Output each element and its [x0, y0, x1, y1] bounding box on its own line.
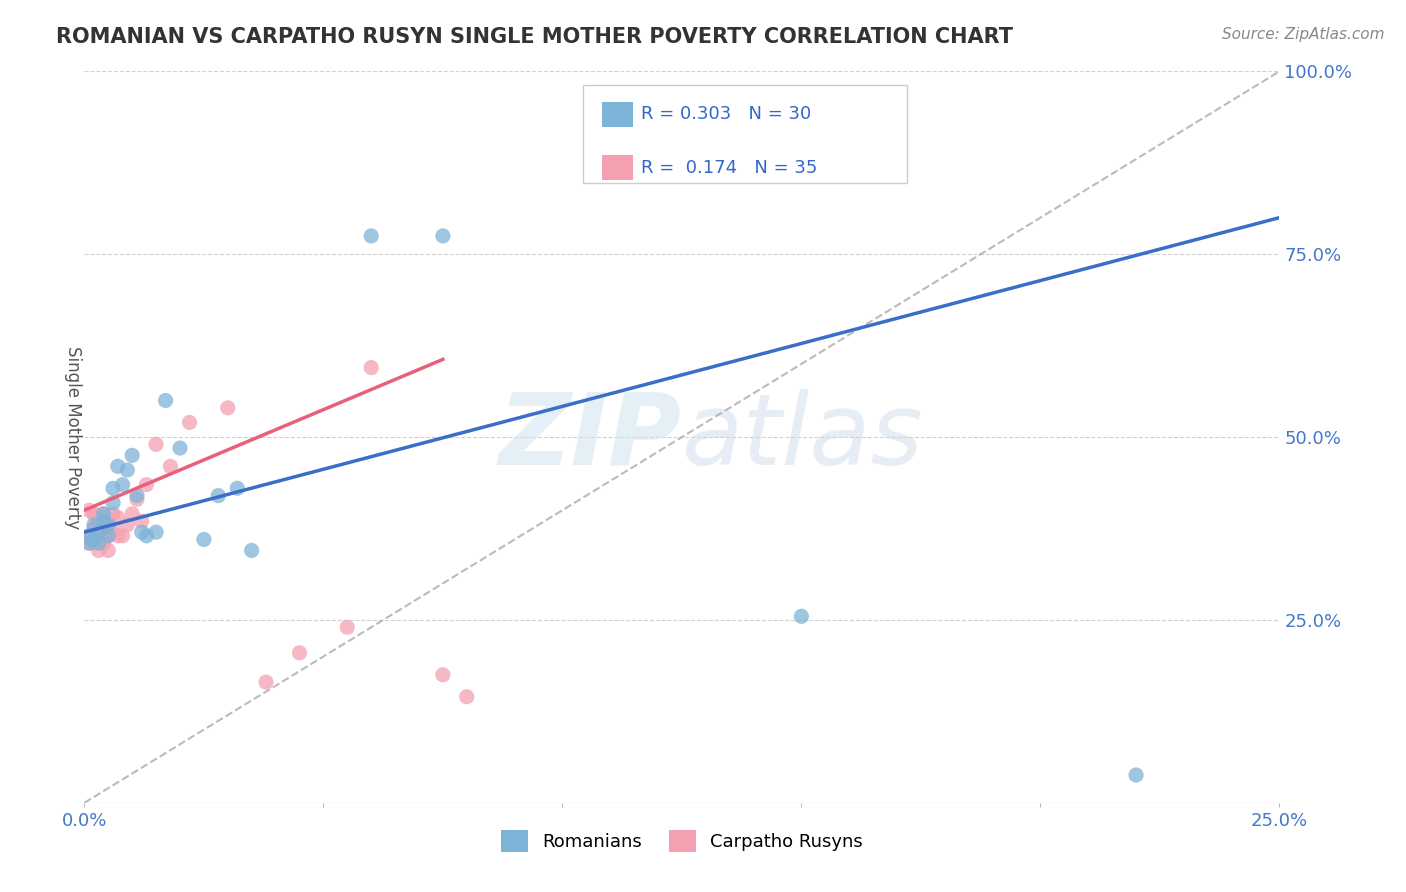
Point [83, 536, 105, 550]
Point [97, 517, 120, 532]
Point [107, 529, 129, 543]
Point [107, 510, 129, 524]
Point [145, 437, 167, 451]
Point [169, 441, 191, 455]
Point [155, 393, 177, 408]
Point [87, 543, 110, 558]
Point [93, 536, 115, 550]
Point [125, 492, 148, 507]
Text: atlas: atlas [682, 389, 924, 485]
Point [131, 525, 153, 540]
Point [240, 543, 263, 558]
Text: ROMANIAN VS CARPATHO RUSYN SINGLE MOTHER POVERTY CORRELATION CHART: ROMANIAN VS CARPATHO RUSYN SINGLE MOTHER… [56, 27, 1014, 46]
Point [336, 620, 359, 634]
Point [101, 507, 124, 521]
Point [790, 609, 813, 624]
Point [193, 533, 215, 547]
Point [101, 521, 124, 535]
Point [456, 690, 478, 704]
Point [77, 536, 100, 550]
Point [360, 228, 382, 243]
Point [145, 525, 167, 540]
Point [288, 646, 311, 660]
Point [77, 529, 100, 543]
Y-axis label: Single Mother Poverty: Single Mother Poverty [63, 345, 82, 529]
Point [97, 529, 120, 543]
Point [125, 489, 148, 503]
Point [432, 667, 454, 681]
Point [131, 514, 153, 528]
Point [207, 489, 229, 503]
Point [93, 521, 115, 535]
Text: R = 0.303   N = 30: R = 0.303 N = 30 [641, 105, 811, 123]
Point [111, 477, 134, 491]
Point [226, 481, 249, 495]
Point [87, 529, 110, 543]
Point [93, 507, 115, 521]
Point [83, 517, 105, 532]
Point [117, 463, 139, 477]
Point [217, 401, 239, 415]
Text: ZIP: ZIP [499, 389, 682, 485]
Point [111, 529, 134, 543]
Point [101, 481, 124, 495]
Point [432, 228, 454, 243]
Point [93, 507, 115, 521]
Point [87, 514, 110, 528]
Point [87, 536, 110, 550]
Point [121, 448, 143, 462]
Point [101, 496, 124, 510]
Point [77, 536, 100, 550]
Point [135, 529, 157, 543]
Point [83, 533, 105, 547]
Point [83, 507, 105, 521]
Point [97, 529, 120, 543]
Point [77, 529, 100, 543]
Point [97, 543, 120, 558]
Point [1125, 768, 1147, 782]
Point [107, 459, 129, 474]
Point [179, 416, 201, 430]
Point [121, 507, 143, 521]
Text: R =  0.174   N = 35: R = 0.174 N = 35 [641, 159, 817, 177]
Point [87, 525, 110, 540]
Point [360, 360, 382, 375]
Point [77, 503, 100, 517]
Point [93, 514, 115, 528]
Point [159, 459, 181, 474]
Point [83, 521, 105, 535]
Point [117, 517, 139, 532]
Point [97, 517, 120, 532]
Legend: Romanians, Carpatho Rusyns: Romanians, Carpatho Rusyns [494, 823, 870, 860]
Point [254, 675, 277, 690]
Text: Source: ZipAtlas.com: Source: ZipAtlas.com [1222, 27, 1385, 42]
Point [135, 477, 157, 491]
